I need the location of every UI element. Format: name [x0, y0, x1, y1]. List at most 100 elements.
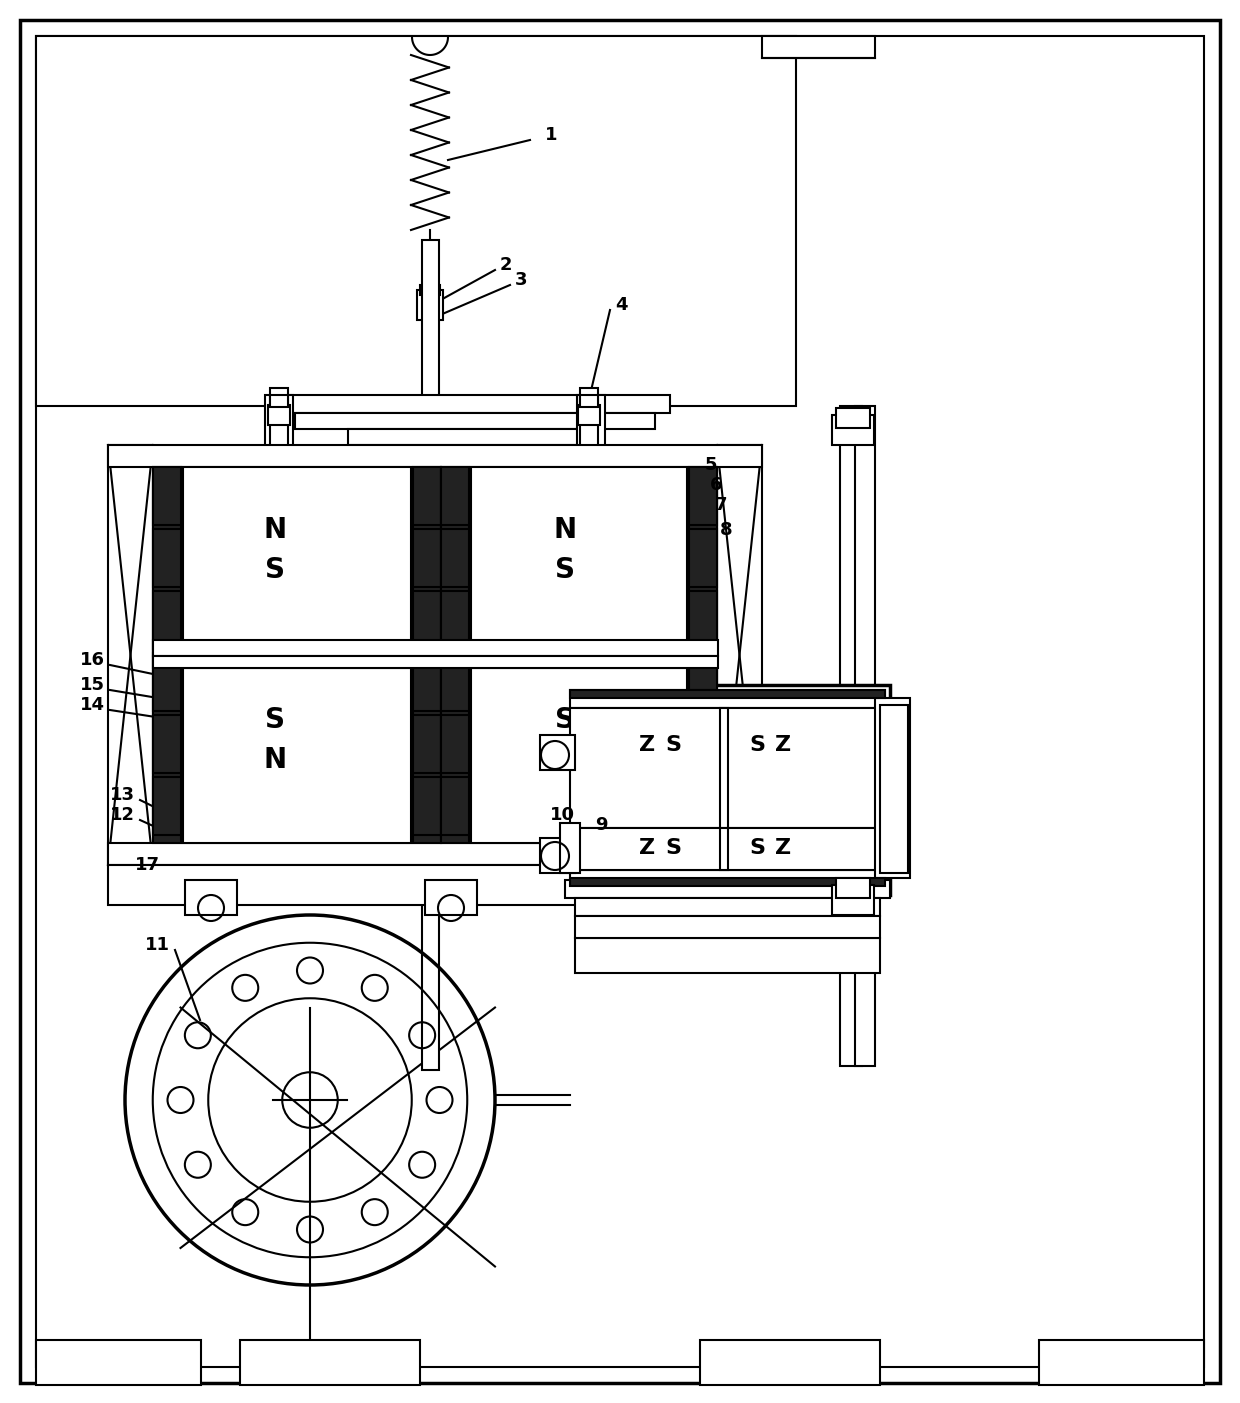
Bar [413, 652, 441, 711]
Bar [413, 529, 441, 586]
Bar [265, 396, 293, 470]
Text: 17: 17 [135, 856, 160, 874]
Bar [689, 467, 717, 843]
Bar [153, 529, 181, 586]
Bar [689, 716, 717, 773]
Bar [280, 396, 670, 412]
Bar [539, 838, 575, 873]
Bar [575, 916, 880, 939]
Bar [441, 591, 469, 650]
Bar [577, 396, 605, 470]
Text: N: N [553, 746, 577, 774]
Bar [153, 467, 181, 525]
Bar [832, 885, 874, 915]
Text: N: N [263, 516, 286, 544]
Bar [413, 777, 441, 835]
Bar [153, 467, 181, 843]
Bar [184, 467, 410, 643]
Bar [875, 699, 910, 878]
Text: 14: 14 [81, 696, 105, 714]
Bar [441, 777, 469, 835]
Bar [153, 716, 181, 773]
Bar [763, 36, 875, 58]
Text: Z: Z [639, 838, 655, 859]
Bar [836, 408, 870, 428]
Bar [441, 652, 469, 711]
Bar [689, 652, 717, 711]
Text: 12: 12 [110, 805, 135, 824]
Text: 7: 7 [715, 497, 728, 513]
Bar [570, 690, 885, 709]
Text: 15: 15 [81, 676, 105, 694]
Text: S: S [556, 556, 575, 584]
Text: Z: Z [775, 735, 791, 755]
Bar [570, 709, 885, 828]
Bar [720, 709, 728, 828]
Bar [836, 878, 870, 898]
Text: S: S [749, 838, 765, 859]
Bar [471, 467, 687, 643]
Bar [270, 389, 288, 478]
Bar [441, 467, 717, 843]
Bar [570, 690, 885, 699]
Bar [578, 405, 600, 425]
Bar [720, 828, 728, 870]
Bar [880, 704, 908, 873]
Bar [153, 777, 181, 835]
Text: S: S [265, 706, 285, 734]
Text: N: N [553, 516, 577, 544]
Text: 8: 8 [720, 521, 733, 539]
Text: S: S [665, 735, 681, 755]
Bar [270, 396, 288, 407]
Text: 5: 5 [706, 456, 718, 474]
Bar [153, 657, 718, 668]
Bar [153, 591, 181, 650]
Text: Z: Z [775, 838, 791, 859]
Bar [420, 285, 440, 295]
Bar [856, 405, 875, 1066]
Bar [295, 412, 655, 429]
Bar [153, 640, 718, 657]
Bar [153, 467, 422, 843]
Bar [832, 415, 874, 445]
Text: N: N [263, 746, 286, 774]
Bar [471, 668, 687, 843]
Bar [153, 652, 181, 711]
Bar [413, 591, 441, 650]
Bar [185, 880, 237, 915]
Bar [689, 529, 717, 586]
Bar [108, 866, 763, 905]
Bar [184, 668, 410, 843]
Bar [580, 396, 598, 407]
Bar [441, 716, 469, 773]
Bar [565, 880, 890, 898]
Text: S: S [665, 838, 681, 859]
Text: 1: 1 [546, 126, 558, 145]
Text: 3: 3 [515, 271, 527, 289]
Text: 13: 13 [110, 786, 135, 804]
Bar [565, 685, 890, 895]
Bar [570, 828, 885, 870]
Text: S: S [265, 556, 285, 584]
Bar [839, 405, 862, 1066]
Text: 10: 10 [551, 805, 575, 824]
Bar [570, 870, 885, 888]
Bar [575, 898, 880, 916]
Text: Z: Z [639, 735, 655, 755]
Bar [108, 445, 153, 866]
Bar [441, 467, 469, 843]
Text: 16: 16 [81, 651, 105, 669]
Text: S: S [749, 735, 765, 755]
Bar [417, 290, 443, 320]
Bar [108, 445, 763, 467]
Bar [413, 716, 441, 773]
Bar [441, 529, 469, 586]
Bar [348, 429, 603, 445]
Bar [570, 878, 885, 887]
Bar [717, 445, 763, 866]
Text: 4: 4 [615, 296, 627, 314]
Text: 11: 11 [145, 936, 170, 954]
Bar [560, 824, 580, 873]
Bar [701, 1340, 880, 1385]
Bar [539, 735, 575, 770]
